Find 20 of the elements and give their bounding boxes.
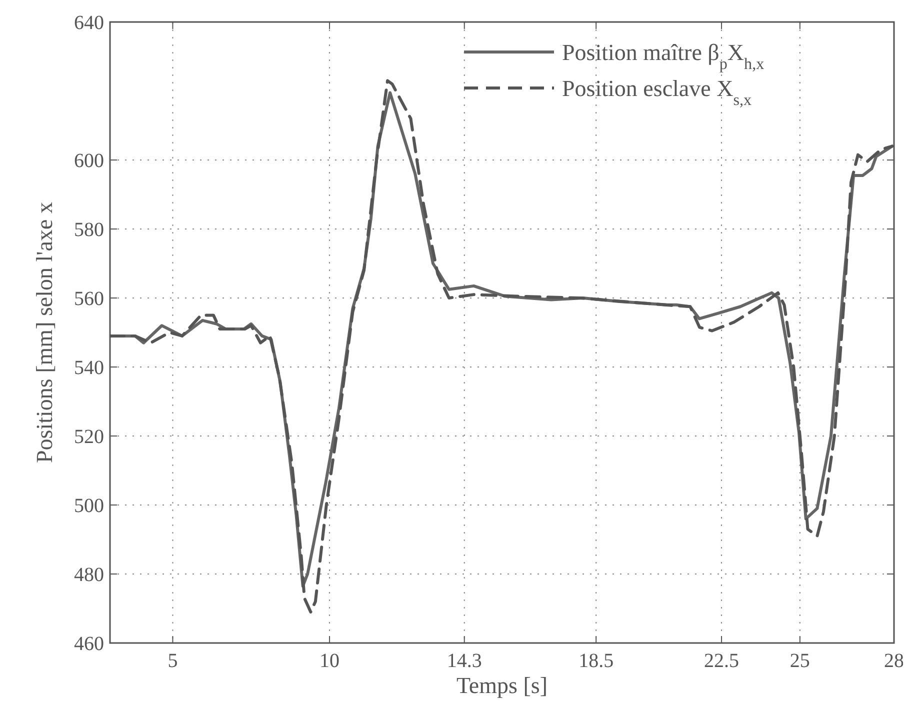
x-tick-label: 25 — [790, 650, 810, 672]
y-tick-label: 600 — [74, 150, 104, 172]
x-tick-label: 10 — [320, 650, 340, 672]
y-tick-label: 540 — [74, 357, 104, 379]
x-tick-label: 22.5 — [704, 650, 740, 672]
x-tick-label: 14.3 — [446, 650, 482, 672]
x-axis-title: Temps [s] — [456, 673, 548, 698]
y-axis-title: Positions [mm] selon l'axe x — [32, 202, 57, 463]
x-tick-label: 18.5 — [578, 650, 614, 672]
legend-label: Position maître β$_{p}$X$_{h,x}$ — [562, 40, 764, 73]
y-tick-label: 560 — [74, 288, 104, 310]
y-tick-label: 460 — [74, 633, 104, 655]
y-tick-label: 500 — [74, 495, 104, 517]
y-tick-label: 520 — [74, 426, 104, 448]
y-tick-label: 480 — [74, 564, 104, 586]
y-tick-label: 640 — [74, 12, 104, 34]
legend-label: Position esclave X$_{s,x}$ — [562, 76, 752, 109]
x-tick-label: 28 — [884, 650, 904, 672]
y-tick-label: 580 — [74, 219, 104, 241]
x-tick-label: 5 — [168, 650, 178, 672]
